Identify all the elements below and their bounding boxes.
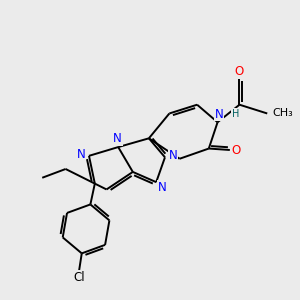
Text: N: N (76, 148, 85, 161)
Text: N: N (169, 149, 178, 162)
Text: N: N (158, 181, 167, 194)
Text: O: O (232, 143, 241, 157)
Text: H: H (232, 109, 239, 119)
Text: N: N (215, 108, 224, 121)
Text: N: N (113, 132, 122, 146)
Text: CH₃: CH₃ (272, 109, 293, 118)
Text: Cl: Cl (73, 271, 85, 284)
Text: O: O (235, 65, 244, 79)
